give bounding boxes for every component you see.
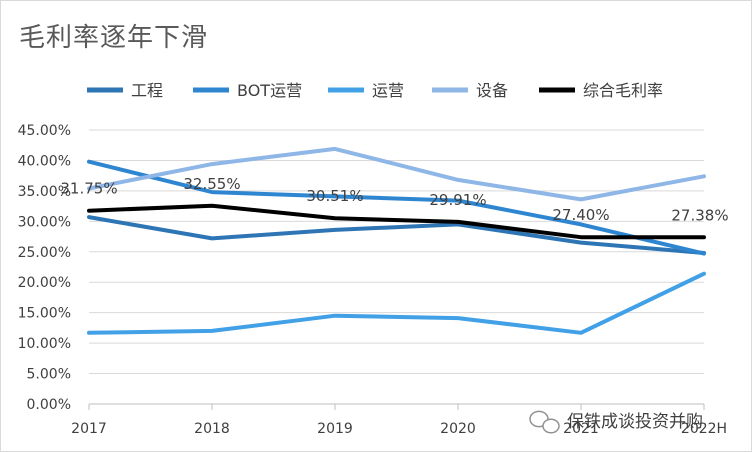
chart-title: 毛利率逐年下滑 bbox=[19, 23, 209, 53]
series-line bbox=[87, 203, 706, 240]
x-tick-label: 2022H bbox=[681, 421, 727, 437]
data-label: 31.75% bbox=[60, 180, 117, 198]
legend-label: 工程 bbox=[131, 81, 163, 100]
y-tick-label: 30.00% bbox=[18, 214, 71, 230]
data-label: 27.40% bbox=[552, 206, 609, 224]
series-line bbox=[87, 146, 706, 202]
y-tick-label: 0.00% bbox=[27, 397, 71, 413]
y-tick-label: 5.00% bbox=[27, 367, 71, 383]
x-tick-label: 2018 bbox=[194, 421, 230, 437]
wechat-icon bbox=[529, 410, 560, 434]
x-tick-label: 2017 bbox=[71, 421, 107, 437]
y-tick-label: 45.00% bbox=[18, 123, 71, 139]
data-label: 30.51% bbox=[306, 187, 363, 205]
data-label: 27.38% bbox=[671, 206, 728, 224]
series-line bbox=[87, 215, 706, 255]
legend-label: 设备 bbox=[476, 81, 508, 100]
data-label: 32.55% bbox=[183, 175, 240, 193]
watermark-text: 保铁成谈投资并购 bbox=[567, 412, 703, 432]
y-tick-label: 40.00% bbox=[18, 153, 71, 169]
series-line bbox=[87, 271, 706, 335]
legend-label: 运营 bbox=[372, 81, 404, 100]
series-line bbox=[87, 159, 706, 256]
y-tick-label: 20.00% bbox=[18, 275, 71, 291]
x-tick-label: 2019 bbox=[317, 421, 353, 437]
legend-label: BOT运营 bbox=[237, 81, 302, 100]
x-tick-label: 2021 bbox=[563, 421, 599, 437]
data-label: 29.91% bbox=[429, 191, 486, 209]
y-tick-label: 15.00% bbox=[18, 306, 71, 322]
x-tick-label: 2020 bbox=[440, 421, 476, 437]
y-tick-label: 25.00% bbox=[18, 245, 71, 261]
y-tick-label: 10.00% bbox=[18, 336, 71, 352]
y-tick-label: 35.00% bbox=[18, 184, 71, 200]
legend-label: 综合毛利率 bbox=[583, 81, 663, 100]
